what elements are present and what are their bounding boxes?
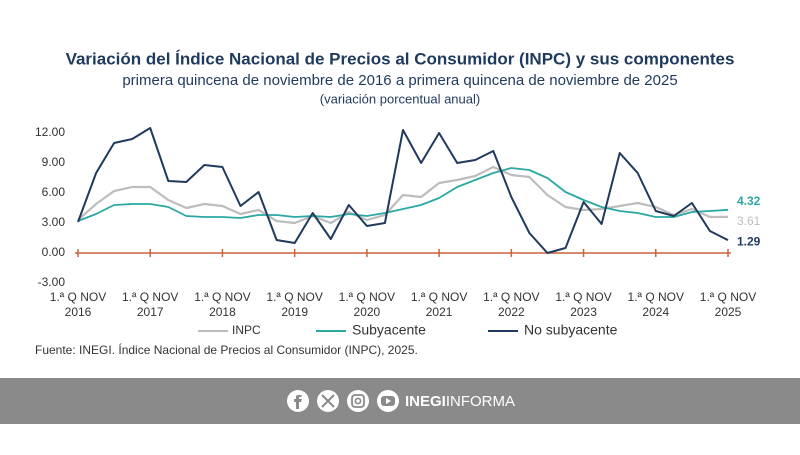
legend-label: INPC <box>232 323 261 337</box>
y-tick-label: 0.00 <box>42 245 66 259</box>
x-tick-label: 1.ª Q NOV 2022 <box>483 290 539 319</box>
instagram-icon[interactable] <box>347 390 369 412</box>
brand-bold: INEGI <box>405 393 446 410</box>
x-tick-line: 2022 <box>498 305 525 319</box>
end-value-label: 1.29 <box>737 234 761 248</box>
legend-label: No subyacente <box>524 322 618 338</box>
x-tick-line: 2019 <box>281 305 308 319</box>
x-tick-label: 1.ª Q NOV 2018 <box>194 290 250 319</box>
source-note: Fuente: INEGI. Índice Nacional de Precio… <box>35 342 418 357</box>
x-tick-label: 1.ª Q NOV 2025 <box>700 290 756 319</box>
x-tick-line: 1.ª Q NOV <box>555 290 611 304</box>
x-tick-line: 1.ª Q NOV <box>266 290 322 304</box>
y-tick-label: 12.00 <box>35 125 65 139</box>
y-tick-label: 6.00 <box>42 185 66 199</box>
y-tick-label: -3.00 <box>38 275 66 289</box>
x-tick-label: 1.ª Q NOV 2021 <box>411 290 467 319</box>
x-tick-line: 1.ª Q NOV <box>194 290 250 304</box>
brand-light: INFORMA <box>446 393 515 410</box>
x-tick-label: 1.ª Q NOV 2017 <box>122 290 178 319</box>
footer-bar <box>0 378 800 424</box>
social-icons <box>287 390 399 412</box>
x-tick-line: 2023 <box>570 305 597 319</box>
end-value-label: 3.61 <box>737 214 761 228</box>
end-value-label: 4.32 <box>737 194 761 208</box>
series-line <box>77 167 729 222</box>
chart-subtitle: primera quincena de noviembre de 2016 a … <box>122 72 677 89</box>
x-tick-line: 1.ª Q NOV <box>122 290 178 304</box>
x-tick-label: 1.ª Q NOV 2023 <box>555 290 611 319</box>
y-tick-label: 3.00 <box>42 215 66 229</box>
chart-title: Variación del Índice Nacional de Precios… <box>66 49 735 68</box>
x-tick-line: 2017 <box>137 305 164 319</box>
x-tick-line: 2018 <box>209 305 236 319</box>
x-tick-line: 1.ª Q NOV <box>50 290 106 304</box>
x-tick-line: 1.ª Q NOV <box>700 290 756 304</box>
x-tick-line: 1.ª Q NOV <box>411 290 467 304</box>
series-line <box>77 165 729 225</box>
x-tick-line: 2020 <box>354 305 381 319</box>
series-line <box>77 127 729 254</box>
unit-note: (variación porcentual anual) <box>320 91 480 106</box>
x-tick-label: 1.ª Q NOV 2024 <box>628 290 684 319</box>
x-tick-line: 2024 <box>642 305 669 319</box>
brand: INEGIINFORMA <box>405 393 515 410</box>
legend-label: Subyacente <box>352 322 426 338</box>
x-tick-line: 1.ª Q NOV <box>339 290 395 304</box>
x-tick-line: 1.ª Q NOV <box>483 290 539 304</box>
x-tick-line: 2025 <box>715 305 742 319</box>
x-tick-label: 1.ª Q NOV 2020 <box>339 290 395 319</box>
x-tick-label: 1.ª Q NOV 2016 <box>50 290 106 319</box>
y-tick-label: 9.00 <box>42 155 66 169</box>
x-tick-label: 1.ª Q NOV 2019 <box>266 290 322 319</box>
x-tick-line: 1.ª Q NOV <box>628 290 684 304</box>
x-tick-line: 2021 <box>426 305 453 319</box>
x-tick-line: 2016 <box>65 305 92 319</box>
